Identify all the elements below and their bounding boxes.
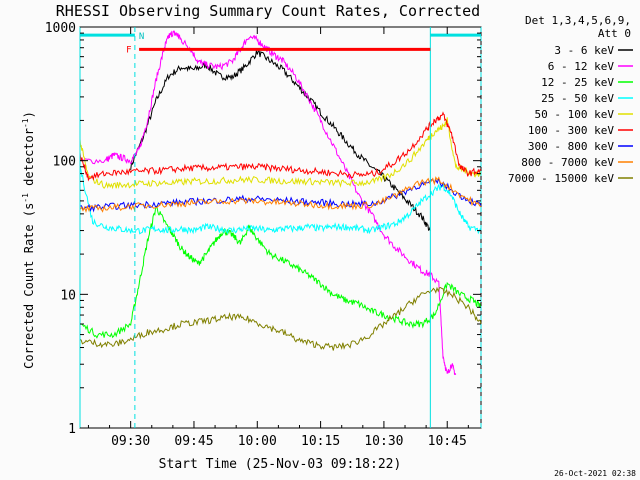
x-tick-label-3: 10:15 xyxy=(301,434,340,449)
y-axis-label: Corrected Count Rate (s-1 detector-1) xyxy=(21,111,36,369)
y-tick-label-2: 100 xyxy=(53,155,76,170)
x-tick-label-5: 10:45 xyxy=(428,434,467,449)
x-axis-label: Start Time (25-Nov-03 09:18:22) xyxy=(159,457,402,472)
footer-timestamp: 26-Oct-2021 02:38 xyxy=(554,469,636,478)
y-tick-label-1: 10 xyxy=(60,288,76,303)
legend-label-0: 3 - 6 keV xyxy=(554,44,614,57)
legend-header-0: Det 1,3,4,5,6,9, xyxy=(525,14,631,27)
y-tick-label-0: 1 xyxy=(68,422,76,437)
legend-label-5: 100 - 300 keV xyxy=(528,124,614,137)
legend-label-7: 800 - 7000 keV xyxy=(521,156,614,169)
legend-label-8: 7000 - 15000 keV xyxy=(508,172,614,185)
legend-label-3: 25 - 50 keV xyxy=(541,92,614,105)
legend-header-1: Att 0 xyxy=(598,27,631,40)
x-tick-label-0: 09:30 xyxy=(111,434,150,449)
x-tick-label-2: 10:00 xyxy=(238,434,277,449)
night-label: N xyxy=(139,32,144,42)
legend-label-2: 12 - 25 keV xyxy=(541,76,614,89)
series-line-1 xyxy=(79,30,457,375)
legend: Det 1,3,4,5,6,9,Att 0 3 - 6 keV 6 - 12 keV… xyxy=(508,14,633,185)
plot-area: FN xyxy=(79,26,482,429)
series-line-5 xyxy=(79,111,482,182)
x-tick-label-4: 10:30 xyxy=(364,434,403,449)
series-line-7 xyxy=(79,176,482,213)
fast-rate-label: F xyxy=(126,45,131,55)
series-line-6 xyxy=(79,176,482,213)
series-line-4 xyxy=(79,117,482,190)
series-line-3 xyxy=(79,166,482,235)
legend-label-4: 50 - 100 keV xyxy=(535,108,615,121)
y-tick-label-3: 1000 xyxy=(45,21,76,36)
chart-title: RHESSI Observing Summary Count Rates, Co… xyxy=(56,2,480,20)
series-line-8 xyxy=(79,286,482,351)
axis-ticks: 09:30 09:45 10:00 10:15 10:30 10:45 1 10 100 1000 xyxy=(45,21,481,449)
series-line-0 xyxy=(130,49,431,231)
legend-label-1: 6 - 12 keV xyxy=(548,60,615,73)
x-tick-label-1: 09:45 xyxy=(174,434,213,449)
legend-label-6: 300 - 800 keV xyxy=(528,140,614,153)
